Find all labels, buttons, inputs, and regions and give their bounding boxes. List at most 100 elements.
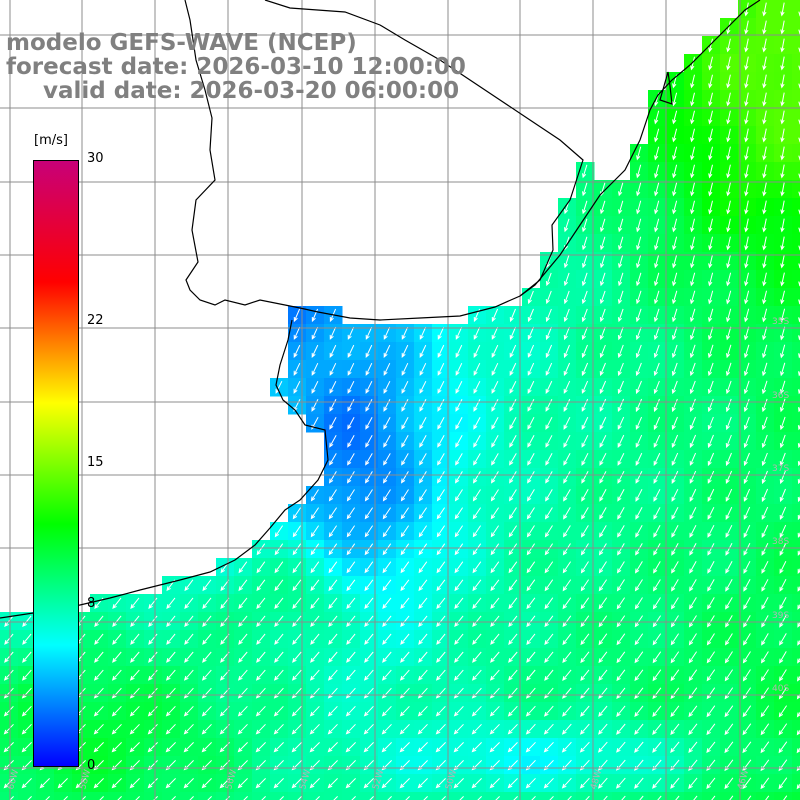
wind-speed-cell [648,792,667,800]
wind-arrow [598,723,608,735]
wind-arrow [671,506,679,520]
wind-arrow [291,778,302,789]
wind-arrow [581,362,589,377]
wind-arrow [364,471,373,484]
wind-arrow [381,778,392,789]
wind-arrow [671,488,679,502]
wind-arrow [418,525,428,538]
wind-speed-cell [180,792,199,800]
wind-arrow [563,308,570,323]
wind-arrow [780,146,785,161]
wind-arrow [310,651,320,663]
wind-speed-cell [792,198,800,217]
wind-arrow [762,74,767,89]
wind-arrow [675,795,680,800]
wind-speed-cell [792,18,800,37]
wind-arrow [652,705,662,717]
wind-arrow [725,542,733,556]
wind-arrow [672,308,678,323]
wind-speed-cell [54,792,73,800]
wind-arrow [581,416,589,430]
wind-arrow [273,742,284,753]
wind-arrow [563,254,570,269]
wind-arrow [563,398,571,412]
wind-arrow [581,398,589,412]
wind-arrow [454,489,463,502]
wind-arrow [545,344,553,359]
wind-arrow [436,597,446,609]
wind-arrow [562,597,572,610]
wind-arrow [400,507,410,520]
wind-arrow [672,110,678,125]
wind-arrow [117,796,122,800]
wind-arrow [563,434,571,448]
wind-arrow [471,778,482,789]
wind-arrow [436,489,445,502]
wind-arrow [472,489,481,502]
wind-arrow [654,218,660,233]
wind-arrow [166,633,176,645]
wind-arrow [383,326,391,340]
wind-speed-cell [792,558,800,577]
wind-arrow [399,742,410,753]
latitude-labels: 35S 36S 37S 38S 39S 40S [772,317,789,694]
wind-arrow [387,796,392,800]
wind-arrow [724,777,734,790]
wind-arrow [562,579,572,592]
wind-arrow [382,633,392,645]
wind-arrow [527,435,535,448]
wind-arrow [672,128,678,143]
wind-arrow [653,452,661,466]
wind-arrow [563,344,570,359]
wind-arrow [726,92,731,107]
wind-arrow [581,452,589,466]
wind-arrow [743,524,751,538]
wind-arrow [743,542,751,556]
wind-arrow [600,236,606,251]
wind-arrow [708,38,713,53]
wind-arrow [311,380,319,394]
wind-arrow [636,218,642,233]
wind-arrow [707,506,715,520]
wind-speed-cell [792,774,800,793]
wind-arrow [581,489,589,502]
wind-arrow [689,398,696,413]
wind-arrow [762,272,767,287]
wind-arrow [761,434,768,449]
wind-arrow [382,561,392,574]
wind-speed-cell [486,792,505,800]
wind-arrow [383,435,391,448]
wind-arrow [762,110,767,125]
wind-arrow [762,2,767,17]
wind-arrow [129,669,140,681]
wind-arrow [797,514,800,521]
wind-arrow [436,471,445,484]
wind-arrow [562,543,571,556]
wind-arrow [147,742,158,753]
wind-arrow [725,488,733,502]
wind-arrow [345,778,356,789]
wind-arrow [653,416,661,431]
wind-arrow [761,380,768,395]
wind-arrow [472,471,481,484]
wind-arrow [780,362,786,377]
wind-arrow [130,615,140,627]
wind-arrow [760,723,770,736]
wind-speed-cell [792,414,800,433]
wind-arrow [111,705,122,717]
wind-arrow [256,561,266,574]
wind-arrow [255,742,266,753]
wind-arrow [57,778,68,789]
wind-arrow [690,272,696,287]
wind-arrow [417,778,428,789]
wind-arrow [617,507,625,520]
wind-arrow [634,723,644,735]
wind-arrow [293,362,301,376]
wind-arrow [454,597,464,609]
wind-arrow [507,705,518,717]
wind-arrow [779,560,787,574]
wind-arrow [652,741,662,753]
wind-arrow [744,362,750,377]
wind-arrow [598,597,608,610]
wind-arrow [761,560,769,574]
